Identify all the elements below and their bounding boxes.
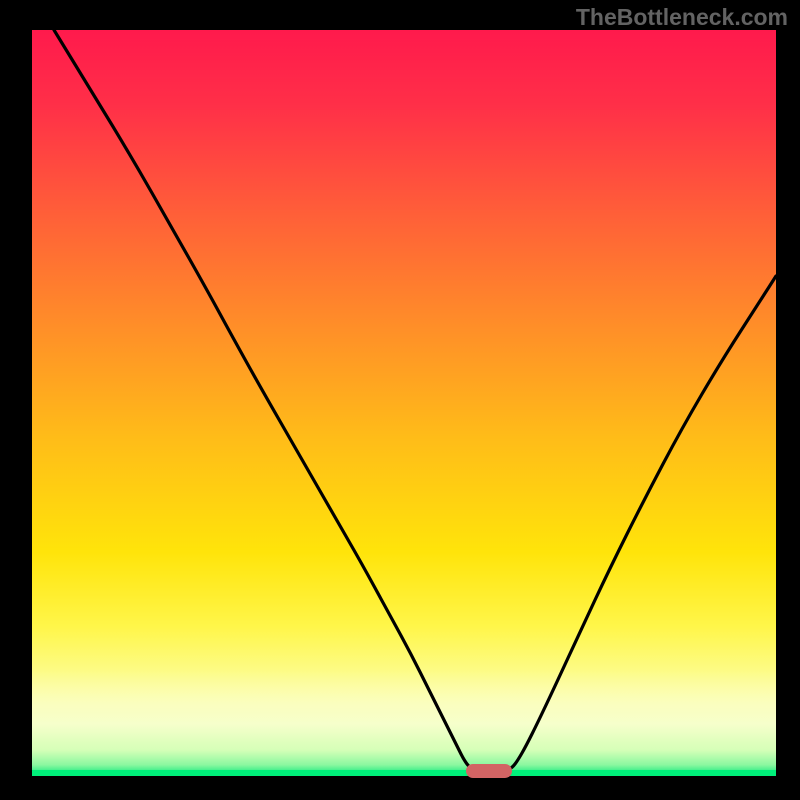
bottom-green-bar (32, 770, 776, 776)
optimum-marker (466, 764, 512, 778)
bottleneck-curve (0, 0, 800, 800)
chart-container: TheBottleneck.com (0, 0, 800, 800)
watermark-text: TheBottleneck.com (576, 4, 788, 31)
